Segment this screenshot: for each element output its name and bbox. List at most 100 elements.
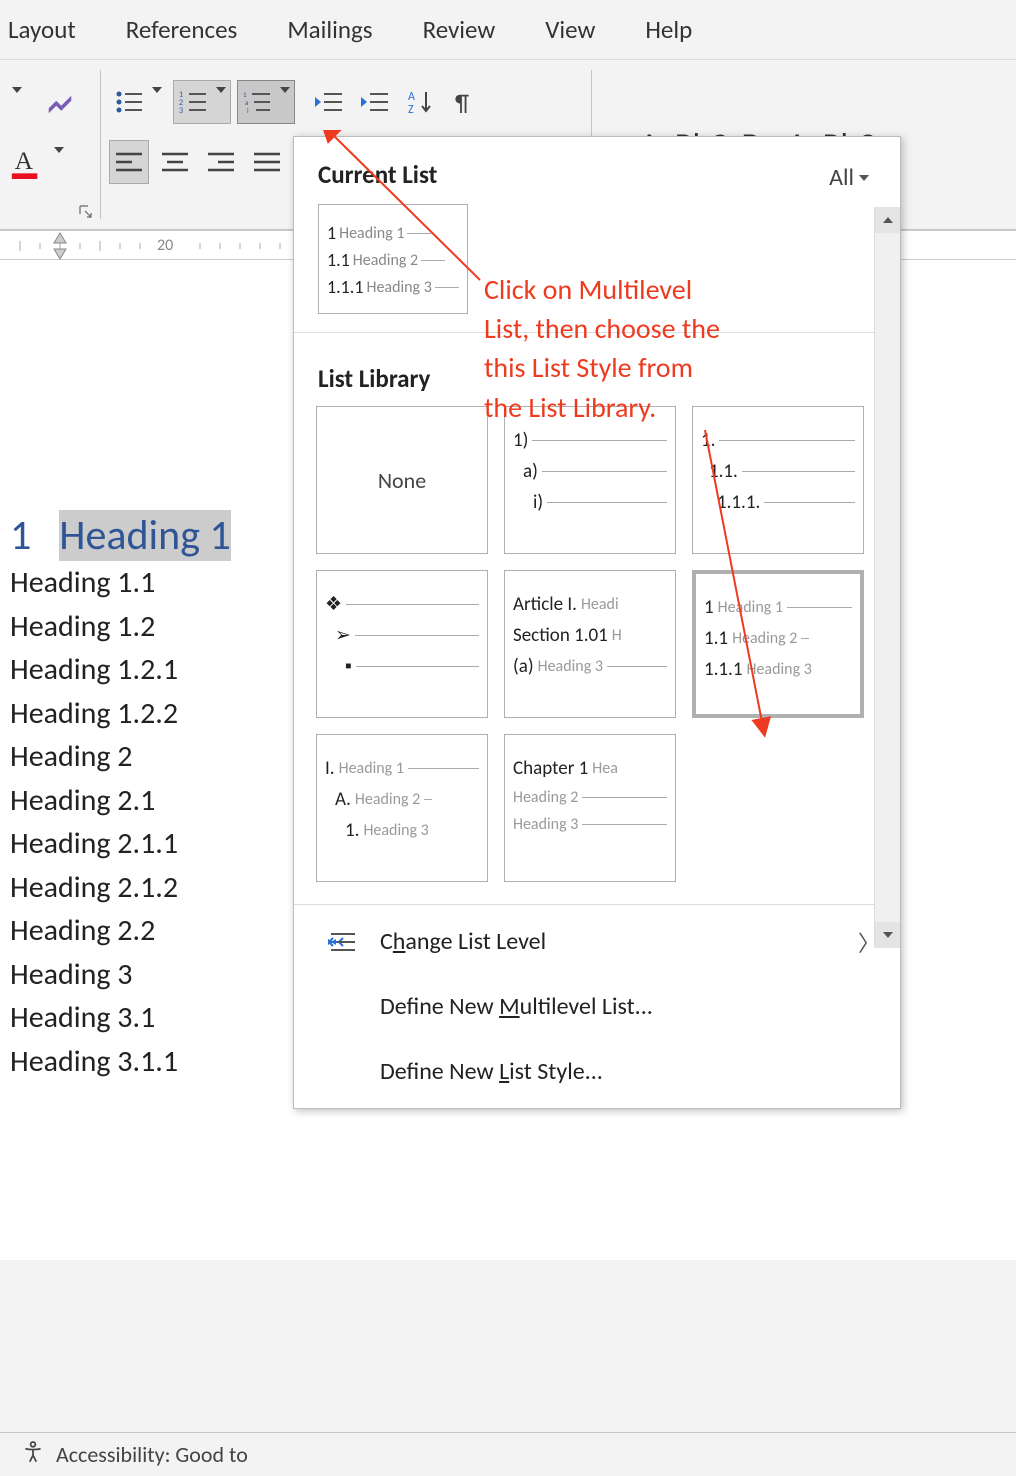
headlbl: H (612, 626, 622, 645)
numbering-dropdown[interactable] (212, 93, 226, 112)
headlbl: Headi (581, 595, 619, 614)
list-style-1a-i[interactable]: 1) a) i) (504, 406, 676, 554)
bullet-icon: ▪ (345, 655, 352, 678)
gallery-filter-label: All (829, 163, 854, 192)
annotation-line: Click on Multilevel (484, 270, 894, 309)
current-list-preview[interactable]: 1Heading 1 1.1Heading 2 1.1.1Heading 3 (318, 204, 468, 314)
menu-label: Define New List Style... (380, 1057, 603, 1086)
list-style-heading-decimal[interactable]: 1Heading 1 1.1Heading 2 1.1.1Heading 3 (692, 570, 864, 718)
multilevel-dropdown[interactable] (276, 93, 290, 112)
decrease-indent-button[interactable] (309, 80, 349, 124)
list-library-grid: None 1) a) i) 1. 1.1. 1.1.1. ❖ ➢ ▪ Artic… (294, 402, 900, 904)
svg-text:Z: Z (408, 103, 414, 117)
svg-text:A: A (408, 90, 415, 104)
align-justify-button[interactable] (247, 140, 287, 184)
headlbl: Heading 3 (513, 815, 578, 834)
headlbl: Heading 3 (363, 821, 428, 840)
numfmt: 1 (704, 596, 714, 619)
accessibility-icon[interactable] (20, 1439, 46, 1471)
numfmt: i) (533, 491, 543, 514)
annotation-callout: Click on Multilevel List, then choose th… (484, 270, 894, 427)
svg-text:3: 3 (179, 106, 183, 116)
scroll-up-button[interactable] (875, 207, 900, 233)
tab-references[interactable]: References (126, 14, 238, 45)
annotation-line: the List Library. (484, 388, 894, 427)
define-new-list-style-item[interactable]: Define New List Style... (294, 1039, 900, 1104)
align-right-button[interactable] (201, 140, 241, 184)
bullet-icon: ❖ (325, 593, 342, 616)
none-label: None (378, 467, 426, 494)
svg-text:¶: ¶ (455, 89, 469, 117)
tab-review[interactable]: Review (423, 14, 496, 45)
list-style-decimal[interactable]: 1. 1.1. 1.1.1. (692, 406, 864, 554)
headlbl: Hea (592, 759, 618, 778)
heading-1-text: Heading 1 (59, 510, 231, 561)
current-list-title: Current List (294, 137, 900, 198)
dropdown-menu: Change List Level 〉 Define New Multileve… (294, 904, 900, 1108)
numfmt: 1. (701, 429, 715, 452)
font-color-dropdown[interactable] (50, 153, 64, 172)
scroll-down-button[interactable] (875, 922, 900, 948)
numfmt: A. (335, 788, 351, 811)
numfmt: I. (325, 757, 335, 780)
change-list-level-item[interactable]: Change List Level 〉 (294, 909, 900, 974)
cl-num: 1.1 (327, 249, 350, 271)
font-group: A (0, 60, 100, 229)
font-size-dropdown[interactable] (8, 93, 22, 112)
list-style-roman-heading[interactable]: I.Heading 1 A.Heading 2 1.Heading 3 (316, 734, 488, 882)
list-style-chapter[interactable]: Chapter 1Hea Heading 2 Heading 3 (504, 734, 676, 882)
cl-label: Heading 2 (353, 251, 418, 270)
menu-label: Change List Level (380, 927, 546, 956)
menu-label: Define New Multilevel List... (380, 992, 653, 1021)
headlbl: Heading 2 (513, 788, 578, 807)
increase-indent-button[interactable] (355, 80, 395, 124)
headlbl: Heading 3 (538, 657, 603, 676)
gallery-filter-all[interactable]: All (829, 163, 870, 192)
list-style-bullets[interactable]: ❖ ➢ ▪ (316, 570, 488, 718)
numfmt: 1.1.1 (704, 658, 742, 681)
bullet-icon: ➢ (335, 624, 351, 647)
svg-text:i: i (247, 106, 249, 115)
numfmt: a) (523, 460, 538, 483)
change-level-icon (324, 930, 360, 954)
sort-button[interactable]: AZ (401, 80, 441, 124)
cl-num: 1.1.1 (327, 276, 363, 298)
headlbl: Heading 1 (339, 759, 404, 778)
numfmt: 1.1.1. (717, 491, 760, 514)
ribbon-tabs: Layout References Mailings Review View H… (0, 0, 1016, 60)
tab-help[interactable]: Help (645, 14, 692, 45)
define-new-multilevel-item[interactable]: Define New Multilevel List... (294, 974, 900, 1039)
tab-view[interactable]: View (545, 14, 595, 45)
multilevel-list-button[interactable]: 1ai (237, 80, 295, 124)
numfmt: Chapter 1 (513, 757, 588, 780)
numfmt: Article I. (513, 593, 577, 616)
headlbl: Heading 3 (746, 660, 811, 679)
cl-label: Heading 1 (339, 224, 404, 243)
numfmt: 1. (345, 819, 359, 842)
numbering-button[interactable]: 123 (173, 80, 231, 124)
numfmt: (a) (513, 655, 534, 678)
font-dialog-launcher[interactable] (78, 204, 94, 225)
headlbl: Heading 2 (732, 629, 797, 648)
headlbl: Heading 2 (355, 790, 420, 809)
font-color-button[interactable]: A (8, 144, 44, 180)
clear-formatting-icon[interactable] (42, 84, 78, 120)
accessibility-status[interactable]: Accessibility: Good to (56, 1441, 248, 1468)
svg-text:A: A (15, 146, 34, 175)
bullets-dropdown[interactable] (148, 93, 162, 112)
tab-mailings[interactable]: Mailings (287, 14, 372, 45)
list-style-article-section[interactable]: Article I.Headi Section 1.01H (a)Heading… (504, 570, 676, 718)
list-style-none[interactable]: None (316, 406, 488, 554)
numfmt: 1) (513, 429, 528, 452)
tab-layout[interactable]: Layout (8, 14, 76, 45)
annotation-line: List, then choose the (484, 309, 894, 348)
headlbl: Heading 1 (718, 598, 783, 617)
bullets-button[interactable] (109, 80, 167, 124)
cl-num: 1 (327, 222, 336, 244)
cl-label: Heading 3 (366, 278, 431, 297)
numfmt: 1.1. (709, 460, 738, 483)
numfmt: Section 1.01 (513, 624, 608, 647)
align-left-button[interactable] (109, 140, 149, 184)
align-center-button[interactable] (155, 140, 195, 184)
show-hide-marks-button[interactable]: ¶ (447, 80, 483, 124)
